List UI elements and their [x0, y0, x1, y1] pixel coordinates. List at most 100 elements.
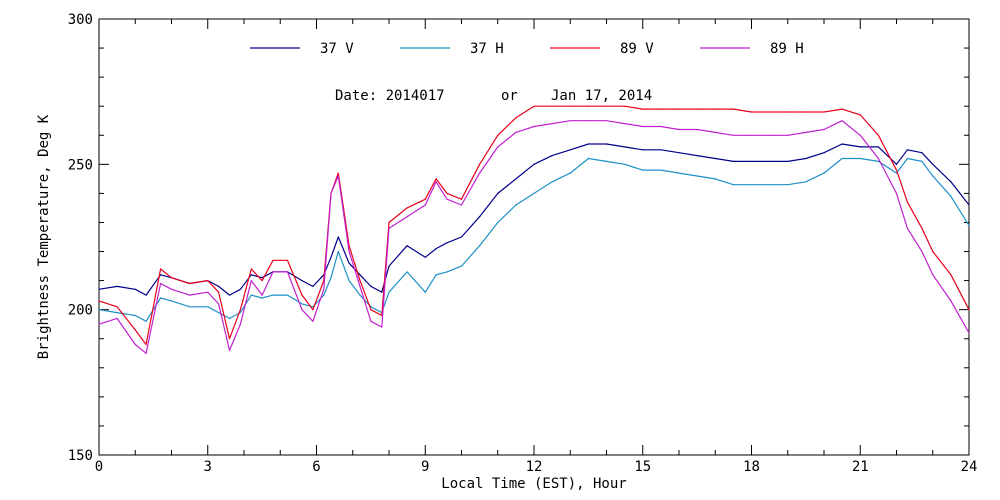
data-point	[787, 134, 789, 136]
data-point	[587, 157, 590, 160]
data-point	[134, 314, 136, 317]
data-point	[170, 277, 173, 279]
data-point	[921, 250, 923, 253]
data-point	[660, 108, 662, 110]
data-point	[160, 274, 162, 276]
data-point	[877, 134, 880, 136]
data-point	[479, 172, 481, 174]
date-or-label: or	[501, 88, 518, 104]
data-point	[895, 192, 898, 194]
legend: 37 V 37 H 89 V 89 H	[250, 41, 804, 57]
data-point	[605, 105, 608, 107]
data-point	[261, 280, 263, 282]
data-point	[921, 160, 923, 162]
data-point	[859, 157, 861, 160]
data-point	[272, 294, 274, 296]
series-layer	[98, 105, 970, 354]
data-point	[605, 160, 608, 162]
data-point	[228, 349, 231, 351]
calendar-date-label: Jan 17, 2014	[551, 88, 652, 104]
data-point	[696, 155, 698, 157]
data-point	[895, 169, 898, 171]
data-point	[859, 146, 861, 148]
y-tick-label: 150	[68, 448, 93, 464]
data-point	[515, 178, 517, 180]
data-point	[750, 134, 753, 136]
data-point	[624, 123, 626, 125]
y-axis-title: Brightness Temperature, Deg K	[36, 114, 52, 359]
data-point	[921, 152, 923, 154]
data-point	[116, 312, 118, 314]
x-tick-label: 9	[421, 459, 429, 475]
data-point	[787, 111, 789, 113]
data-point	[286, 294, 289, 296]
plot-frame	[98, 18, 970, 456]
x-tick-label: 15	[634, 459, 651, 475]
data-point	[460, 236, 463, 238]
data-point	[769, 184, 771, 186]
data-point	[460, 198, 463, 200]
data-point	[359, 280, 361, 282]
data-point	[750, 184, 753, 186]
x-tick-label: 24	[961, 459, 978, 475]
data-point	[769, 160, 771, 162]
data-point	[370, 320, 372, 322]
data-point	[424, 198, 426, 200]
data-point	[787, 184, 789, 186]
data-point	[497, 134, 499, 136]
data-point	[841, 120, 843, 122]
data-point	[950, 300, 952, 302]
data-point	[370, 285, 372, 287]
data-point	[660, 149, 662, 151]
legend-label: 89 V	[620, 41, 654, 57]
data-point	[116, 285, 118, 287]
data-point	[207, 291, 209, 293]
data-point	[272, 271, 274, 273]
data-point	[286, 271, 289, 273]
data-point	[921, 227, 923, 229]
data-point	[301, 303, 303, 305]
data-point	[348, 262, 350, 264]
data-point	[388, 221, 390, 224]
data-point	[145, 352, 147, 354]
series-line-89v	[98, 105, 970, 346]
data-point	[714, 178, 716, 180]
data-point	[301, 309, 303, 311]
data-point	[932, 274, 934, 276]
data-point	[950, 274, 952, 276]
data-point	[605, 143, 608, 145]
data-point	[348, 280, 350, 282]
data-point	[551, 105, 553, 107]
data-point	[605, 120, 608, 122]
data-point	[497, 221, 499, 224]
data-point	[805, 111, 807, 113]
data-point	[732, 160, 735, 162]
data-point	[587, 120, 590, 122]
data-point	[406, 271, 408, 273]
y-tick-label: 200	[68, 303, 93, 319]
data-point	[551, 123, 553, 125]
data-point	[381, 326, 383, 328]
data-point	[932, 175, 934, 177]
data-point	[551, 181, 553, 183]
data-point	[312, 320, 314, 322]
x-tick-label: 6	[312, 459, 320, 475]
data-point	[696, 108, 698, 110]
data-point	[624, 105, 626, 107]
data-point	[370, 306, 372, 308]
data-point	[228, 317, 231, 319]
data-point	[906, 227, 909, 229]
data-point	[218, 291, 220, 293]
data-point	[533, 163, 535, 165]
y-tick-label: 250	[68, 157, 93, 173]
data-point	[769, 134, 771, 136]
data-point	[479, 245, 481, 247]
data-point	[189, 282, 191, 285]
x-tick-label: 12	[526, 459, 543, 475]
x-axis-ticks: 0 3 6 9 12 15 18 21 24	[95, 19, 978, 475]
data-point	[805, 131, 807, 133]
data-point	[678, 108, 680, 110]
data-point	[170, 288, 173, 290]
data-point	[515, 204, 517, 206]
